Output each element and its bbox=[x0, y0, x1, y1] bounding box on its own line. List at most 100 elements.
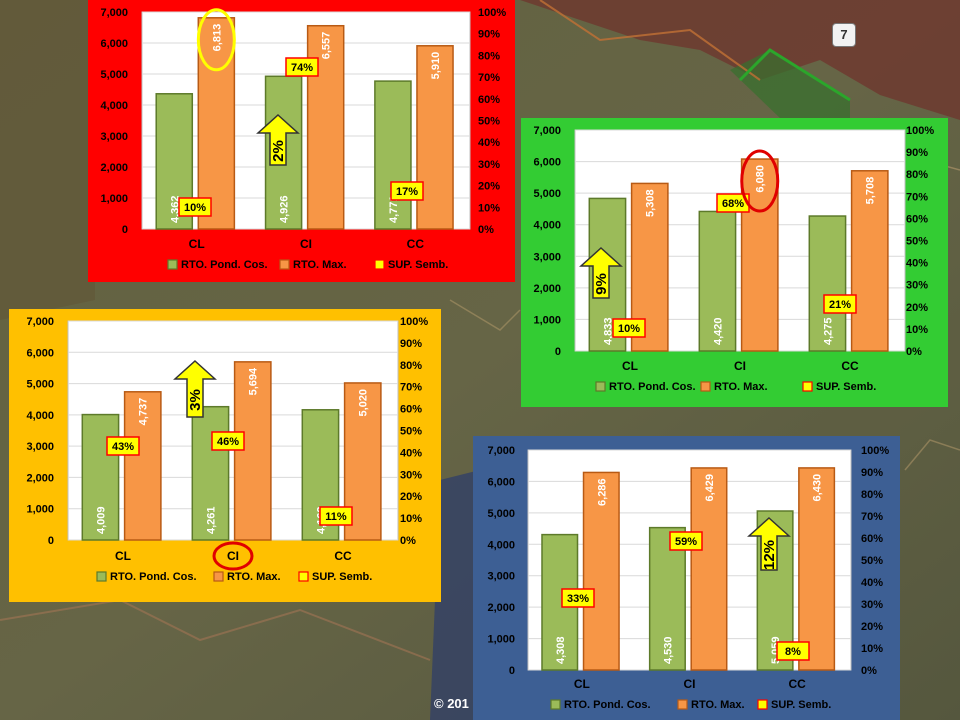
y2-tick-label: 50% bbox=[478, 116, 500, 128]
legend-label: RTO. Pond. Cos. bbox=[110, 571, 197, 583]
y-tick-label: 6,000 bbox=[26, 347, 54, 359]
sup-semb-label: 59% bbox=[675, 536, 697, 548]
sup-semb-label: 8% bbox=[785, 646, 801, 658]
legend-label: RTO. Max. bbox=[293, 259, 347, 271]
y2-tick-label: 10% bbox=[400, 513, 422, 525]
x-category-label: CI bbox=[684, 677, 696, 691]
y2-tick-label: 20% bbox=[400, 491, 422, 503]
y2-tick-label: 0% bbox=[906, 346, 922, 358]
arrow-label: 9% bbox=[593, 273, 610, 295]
bar-rto-max bbox=[740, 158, 779, 352]
y2-tick-label: 100% bbox=[478, 7, 506, 19]
x-category-label: CL bbox=[115, 549, 131, 563]
y-tick-label: 3,000 bbox=[487, 571, 515, 583]
bar-rto-max bbox=[197, 17, 236, 230]
data-label-rto-max: 5,308 bbox=[645, 189, 657, 217]
data-label-rto-max: 5,708 bbox=[865, 177, 877, 205]
legend-label: SUP. Semb. bbox=[816, 381, 876, 393]
sup-semb-label: 46% bbox=[217, 436, 239, 448]
legend-label: RTO. Max. bbox=[691, 699, 745, 711]
y2-tick-label: 70% bbox=[861, 511, 883, 523]
y2-tick-label: 70% bbox=[478, 72, 500, 84]
y2-tick-label: 60% bbox=[478, 94, 500, 106]
data-label-rto-pond-cos: 4,308 bbox=[555, 636, 567, 664]
data-label-rto-max: 5,910 bbox=[430, 52, 442, 80]
y2-tick-label: 80% bbox=[478, 50, 500, 62]
sup-semb-marker bbox=[319, 506, 353, 526]
y2-tick-label: 80% bbox=[400, 360, 422, 372]
y-tick-label: 2,000 bbox=[487, 602, 515, 614]
x-category-label: CI bbox=[227, 549, 239, 563]
y-tick-label: 1,000 bbox=[487, 634, 515, 646]
y2-tick-label: 90% bbox=[478, 29, 500, 41]
y2-tick-label: 60% bbox=[861, 533, 883, 545]
bar-rto-max bbox=[850, 170, 889, 352]
data-label-rto-max: 6,430 bbox=[812, 474, 824, 502]
sup-semb-label: 10% bbox=[184, 202, 206, 214]
y-tick-label: 2,000 bbox=[100, 162, 128, 174]
bar-rto-max bbox=[582, 471, 620, 671]
y-tick-label: 0 bbox=[48, 535, 54, 547]
y-tick-label: 7,000 bbox=[533, 125, 561, 137]
y2-tick-label: 0% bbox=[861, 665, 877, 677]
y2-tick-label: 30% bbox=[478, 159, 500, 171]
sup-semb-marker bbox=[669, 531, 703, 551]
y2-tick-label: 30% bbox=[861, 599, 883, 611]
y-tick-label: 1,000 bbox=[26, 504, 54, 516]
legend-label: SUP. Semb. bbox=[312, 571, 372, 583]
x-category-label: CI bbox=[300, 237, 312, 251]
sup-semb-marker bbox=[390, 181, 424, 201]
y-tick-label: 4,000 bbox=[487, 539, 515, 551]
data-label-rto-max: 5,694 bbox=[248, 367, 260, 395]
legend-label: RTO. Max. bbox=[227, 571, 281, 583]
y2-tick-label: 10% bbox=[478, 202, 500, 214]
data-label-rto-max: 6,286 bbox=[596, 478, 608, 506]
data-label-rto-max: 6,813 bbox=[211, 24, 223, 52]
x-category-label: CC bbox=[841, 359, 859, 373]
x-category-label: CL bbox=[574, 677, 590, 691]
legend-swatch bbox=[550, 699, 561, 710]
legend-label: RTO. Max. bbox=[714, 381, 768, 393]
highlight-circle bbox=[740, 149, 780, 213]
y-tick-label: 7,000 bbox=[487, 445, 515, 457]
data-label-rto-pond-cos: 4,275 bbox=[822, 317, 834, 345]
legend-swatch bbox=[374, 259, 385, 270]
y2-tick-label: 30% bbox=[906, 280, 928, 292]
legend-swatch bbox=[757, 699, 768, 710]
sup-semb-label: 21% bbox=[829, 299, 851, 311]
sup-semb-label: 17% bbox=[396, 186, 418, 198]
sup-semb-marker bbox=[776, 641, 810, 661]
data-label-rto-pond-cos: 4,261 bbox=[205, 506, 217, 534]
legend-label: RTO. Pond. Cos. bbox=[609, 381, 696, 393]
bar-rto-pond-cos bbox=[541, 533, 579, 671]
y-tick-label: 7,000 bbox=[100, 7, 128, 19]
data-label-rto-max: 6,557 bbox=[321, 32, 333, 60]
y-tick-label: 4,000 bbox=[26, 410, 54, 422]
y-tick-label: 4,000 bbox=[100, 100, 128, 112]
arrow-label: 3% bbox=[187, 389, 204, 411]
plot-area bbox=[67, 320, 399, 541]
legend-swatch bbox=[677, 699, 688, 710]
sup-semb-label: 11% bbox=[325, 511, 347, 523]
y-tick-label: 0 bbox=[555, 346, 561, 358]
route-7-badge: 7 bbox=[832, 23, 856, 47]
y-tick-label: 3,000 bbox=[100, 131, 128, 143]
y-tick-label: 7,000 bbox=[26, 316, 54, 328]
y2-tick-label: 60% bbox=[400, 404, 422, 416]
legend-label: RTO. Pond. Cos. bbox=[181, 259, 268, 271]
data-label-rto-max: 6,429 bbox=[704, 474, 716, 502]
y2-tick-label: 0% bbox=[400, 535, 416, 547]
highlight-circle bbox=[196, 8, 236, 72]
data-label-rto-max: 6,080 bbox=[755, 165, 767, 193]
y2-tick-label: 20% bbox=[906, 302, 928, 314]
legend-swatch bbox=[595, 381, 606, 392]
plot-area bbox=[527, 449, 852, 671]
sup-semb-marker bbox=[211, 431, 245, 451]
y-tick-label: 4,000 bbox=[533, 220, 561, 232]
data-label-rto-pond-cos: 4,926 bbox=[279, 195, 291, 223]
y2-tick-label: 40% bbox=[861, 577, 883, 589]
y2-tick-label: 10% bbox=[861, 643, 883, 655]
y-tick-label: 5,000 bbox=[487, 508, 515, 520]
y-tick-label: 3,000 bbox=[26, 441, 54, 453]
legend-swatch bbox=[96, 571, 107, 582]
